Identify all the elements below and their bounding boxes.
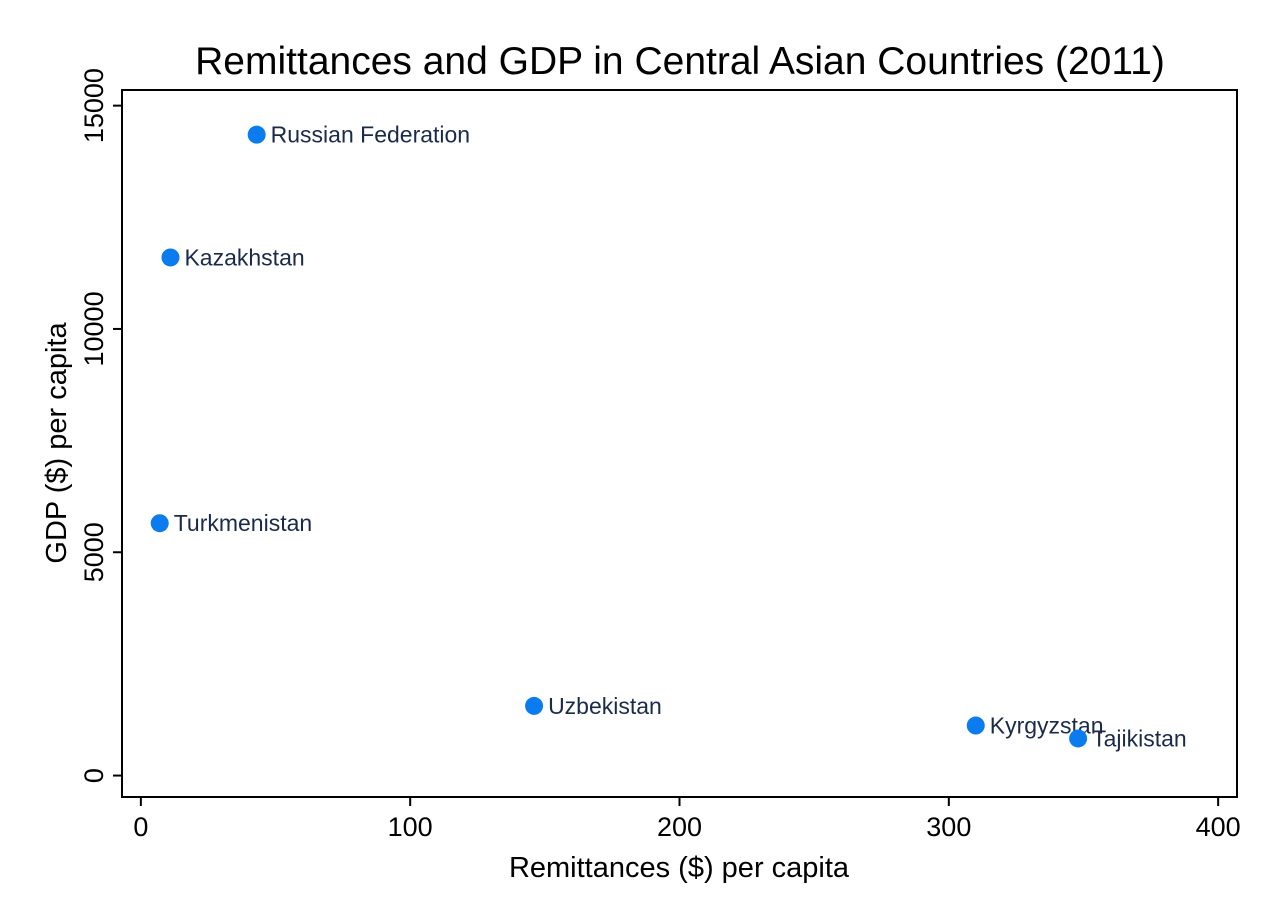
x-axis-label: Remittances ($) per capita: [509, 852, 850, 884]
data-points: Russian Federation Kazakhstan Turkmenistan…: [150, 122, 1187, 751]
y-tick-label: 10000: [79, 291, 109, 366]
x-tick-label: 0: [133, 812, 148, 842]
data-point: [525, 696, 544, 715]
y-tick-label: 15000: [79, 68, 109, 143]
data-point: [966, 716, 985, 735]
data-point: [150, 514, 169, 533]
y-tick-label: 5000: [79, 522, 109, 582]
point-label: Tajikistan: [1092, 725, 1187, 751]
y-axis: 0 5000 10000 15000: [79, 68, 122, 783]
point-label: Uzbekistan: [548, 693, 662, 719]
plot-frame: [121, 89, 1238, 798]
point-label: Kyrgyzstan: [990, 713, 1104, 739]
point-label: Kazakhstan: [184, 244, 304, 270]
x-tick-label: 400: [1196, 812, 1241, 842]
y-tick-label: 0: [79, 768, 109, 783]
data-point: [247, 125, 266, 144]
x-tick-label: 100: [388, 812, 433, 842]
x-tick-label: 300: [926, 812, 971, 842]
chart-title: Remittances and GDP in Central Asian Cou…: [195, 40, 1165, 83]
point-label: Russian Federation: [271, 122, 470, 148]
x-axis: 0 100 200 300 400: [133, 797, 1241, 842]
point-label: Turkmenistan: [174, 510, 312, 536]
data-point: [161, 248, 180, 267]
y-axis-label: GDP ($) per capita: [41, 322, 73, 564]
x-tick-label: 200: [657, 812, 702, 842]
data-point: [1069, 729, 1088, 748]
